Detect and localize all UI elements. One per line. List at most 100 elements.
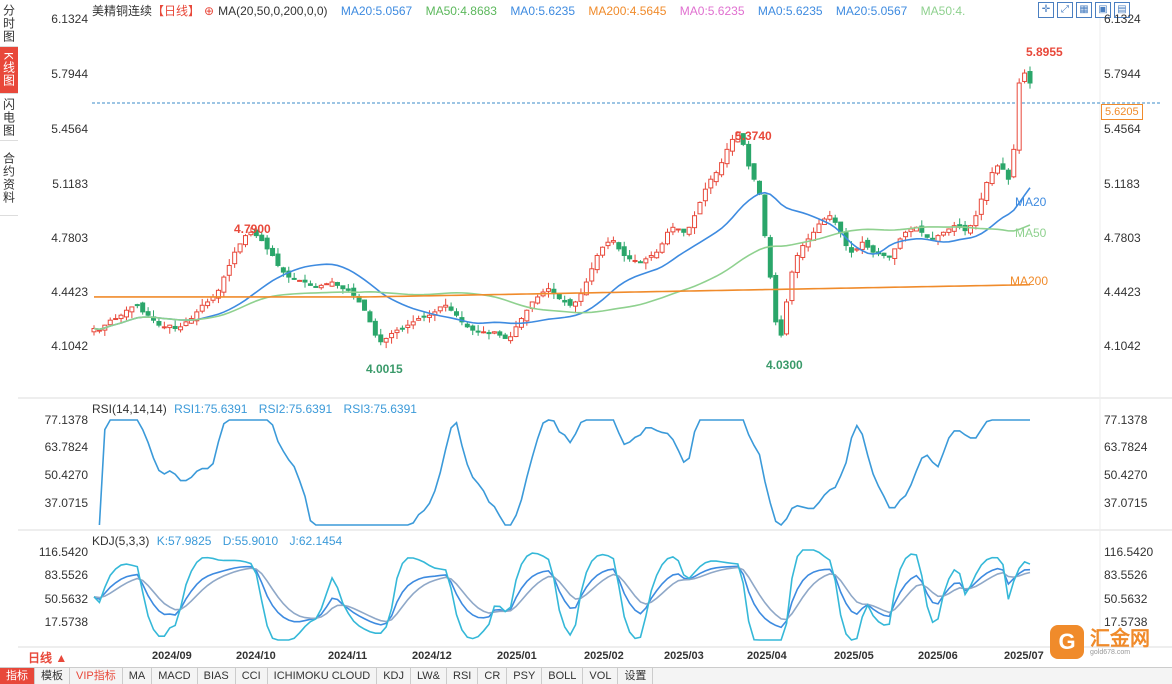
candle-body: [340, 285, 346, 290]
x-tick: 2025/05: [834, 650, 874, 662]
tab-settings[interactable]: 设置: [618, 668, 654, 684]
candle-body: [665, 231, 671, 245]
candle-body: [951, 225, 957, 232]
candle-body: [789, 271, 795, 302]
price-tick-left: 5.4564: [51, 122, 88, 136]
candle-body: [394, 329, 400, 334]
price-tick-left: 4.7803: [51, 231, 88, 245]
kdj-tick-left: 17.5738: [44, 615, 88, 629]
price-tick-left: 6.1324: [51, 12, 88, 26]
tab-kline-chart[interactable]: K线图: [0, 47, 18, 94]
tab-boll[interactable]: BOLL: [542, 668, 584, 684]
candle-body: [573, 301, 579, 307]
candle-body: [567, 299, 573, 306]
candle-body: [226, 264, 232, 276]
candle-body: [562, 299, 568, 303]
candle-body: [794, 255, 800, 273]
indicator-toolbar: 指标 模板 VIP指标 MA MACD BIAS CCI ICHIMOKU CL…: [0, 667, 1172, 684]
candle-body: [778, 319, 784, 336]
high-label: 5.3740: [735, 129, 772, 143]
candle-body: [399, 327, 405, 330]
candle-body: [134, 304, 140, 307]
price-tick: 5.1183: [1104, 177, 1140, 191]
tab-template[interactable]: 模板: [35, 668, 70, 684]
candle-body: [259, 234, 265, 242]
candle-body: [984, 182, 990, 201]
candle-body: [129, 306, 135, 313]
candle-body: [535, 296, 541, 304]
kdj-d-value: D:55.9010: [222, 534, 279, 548]
x-tick: 2024/12: [412, 650, 452, 662]
tab-indicators[interactable]: 指标: [0, 668, 35, 684]
tab-bias[interactable]: BIAS: [198, 668, 236, 684]
logo-name: 汇金网: [1090, 627, 1150, 650]
candle-body: [291, 277, 297, 280]
tab-ichimoku[interactable]: ICHIMOKU CLOUD: [268, 668, 378, 684]
candle-body: [194, 311, 200, 322]
tab-cci[interactable]: CCI: [236, 668, 268, 684]
kdj-tick-left: 83.5526: [44, 568, 88, 582]
candle-body: [654, 251, 660, 259]
candle-body: [621, 246, 627, 257]
candle-body: [307, 283, 313, 286]
tab-psy[interactable]: PSY: [507, 668, 543, 684]
crosshair-icon[interactable]: ✛: [1038, 2, 1054, 18]
period-selector[interactable]: 日线 ▲: [28, 651, 68, 665]
ma-lines: [93, 187, 1031, 331]
rsi-tick-left: 50.4270: [44, 468, 88, 482]
tab-kdj[interactable]: KDJ: [377, 668, 411, 684]
kdj-tick-left: 116.5420: [38, 545, 88, 559]
candle-body: [740, 133, 746, 145]
candle-body: [708, 178, 714, 189]
candle-body: [692, 215, 698, 229]
candle-body: [161, 326, 167, 329]
ma200-line: [94, 283, 1031, 298]
tab-macd[interactable]: MACD: [152, 668, 198, 684]
kdj-tick: 116.5420: [1104, 545, 1154, 559]
candle-body: [865, 239, 871, 248]
ma50-end-label: MA50: [1015, 226, 1047, 240]
tab-ma[interactable]: MA: [123, 668, 153, 684]
candle-body: [989, 172, 995, 185]
candle-body: [248, 231, 254, 236]
rsi-lines: [98, 419, 1030, 527]
tab-rsi[interactable]: RSI: [447, 668, 479, 684]
candle-body: [648, 255, 654, 258]
tab-time-chart[interactable]: 分时图: [0, 0, 18, 47]
candle-body: [313, 285, 319, 288]
candle-body: [405, 324, 411, 328]
x-tick: 2025/06: [918, 650, 958, 662]
kdj-title: KDJ(5,3,3): [92, 534, 150, 548]
candle-body: [967, 225, 973, 234]
fullscreen-icon[interactable]: ⤢: [1057, 2, 1073, 18]
tab-cr[interactable]: CR: [478, 668, 508, 684]
legend-ma0-a: MA0:5.6235: [510, 4, 576, 18]
candle-body: [140, 302, 146, 313]
tab-contract-info[interactable]: 合约资料: [0, 141, 18, 216]
settings-icon[interactable]: ▤: [1114, 2, 1130, 18]
tab-vol[interactable]: VOL: [583, 668, 619, 684]
candle-body: [583, 281, 589, 296]
candle-body: [670, 226, 676, 233]
high-label: 5.8955: [1026, 45, 1063, 59]
tab-flash-chart[interactable]: 闪电图: [0, 94, 18, 141]
settings-circle-icon[interactable]: ⊕: [204, 4, 215, 18]
price-tick: 4.7803: [1104, 231, 1141, 245]
candle-body: [367, 311, 373, 323]
candle-body: [1005, 169, 1011, 180]
candle-body: [719, 162, 725, 176]
candle-body: [362, 299, 368, 311]
legend-ma20-b: MA20:5.0567: [835, 4, 908, 18]
legend-ma0-c: MA0:5.6235: [757, 4, 823, 18]
candle-body: [827, 215, 833, 220]
candle-body: [924, 234, 930, 238]
candle-body: [123, 309, 129, 318]
tab-vip[interactable]: VIP指标: [70, 668, 123, 684]
rsi-legend: RSI(14,14,14) RSI1:75.6391 RSI2:75.6391 …: [92, 402, 425, 416]
rsi1-value: RSI1:75.6391: [174, 402, 248, 416]
window-icon[interactable]: ▣: [1095, 2, 1111, 18]
rsi2-value: RSI2:75.6391: [258, 402, 333, 416]
tab-lw[interactable]: LW&: [411, 668, 448, 684]
grid-icon[interactable]: ▦: [1076, 2, 1092, 18]
